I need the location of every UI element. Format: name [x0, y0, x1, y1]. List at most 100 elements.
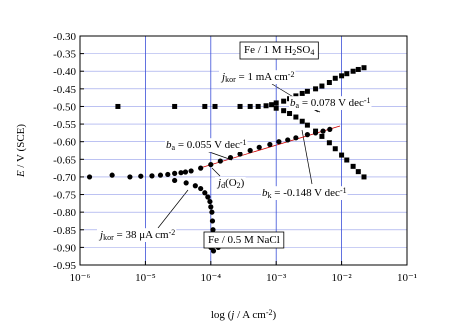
data-point — [361, 174, 367, 180]
text-part: -2 — [266, 308, 273, 317]
x-tick-label: 10⁻⁶ — [70, 272, 91, 284]
data-point — [212, 103, 218, 109]
text-part: = 38 μA cm — [114, 229, 169, 241]
data-point — [269, 102, 275, 108]
data-point — [109, 172, 115, 178]
data-point — [247, 147, 253, 154]
data-point — [299, 90, 305, 96]
text-part: -1 — [364, 96, 371, 105]
text-part: SO — [296, 44, 310, 56]
annotation: Fe / 0.5 M NaCl — [208, 234, 280, 246]
text-part: E — [15, 170, 27, 178]
data-point — [202, 103, 208, 109]
data-point — [267, 141, 273, 148]
data-point — [198, 185, 204, 192]
y-tick-label: -0.75 — [53, 190, 76, 202]
data-point — [209, 209, 215, 215]
data-point — [247, 103, 253, 109]
y-tick-label: -0.35 — [53, 49, 76, 61]
annotation: bk = -0.148 V dec-1 — [262, 186, 347, 200]
data-point — [115, 103, 121, 109]
x-tick-label: 10⁻² — [332, 272, 353, 284]
data-point — [227, 154, 234, 161]
data-point — [205, 194, 211, 200]
data-point — [217, 158, 223, 164]
data-point — [182, 169, 189, 175]
annotation: jkor = 1 mA cm-2 — [220, 70, 294, 84]
data-point — [149, 173, 155, 179]
data-point — [172, 177, 178, 184]
data-point — [178, 170, 184, 176]
data-point — [273, 105, 279, 111]
data-point — [332, 75, 338, 81]
data-point — [86, 174, 93, 180]
y-tick-label: -0.55 — [53, 119, 76, 131]
y-tick-label: -0.80 — [53, 207, 76, 219]
text-part: j — [98, 229, 103, 241]
y-tick-label: -0.95 — [53, 260, 76, 272]
text-part: k — [268, 191, 272, 200]
x-tick-label: 10⁻³ — [266, 272, 287, 284]
text-part: 4 — [310, 48, 314, 57]
text-part: = 0.055 V dec — [175, 139, 240, 151]
y-tick-label: -0.60 — [53, 137, 76, 149]
data-point — [285, 137, 291, 143]
text-part: b — [166, 139, 172, 151]
data-point — [355, 66, 361, 72]
text-part: b — [290, 97, 296, 109]
text-part: = -0.148 V dec — [272, 187, 341, 199]
text-part: -1 — [340, 186, 347, 195]
text-part: j — [216, 177, 221, 189]
data-point — [287, 111, 293, 117]
data-point — [281, 98, 287, 104]
data-point — [188, 168, 194, 174]
data-point — [127, 174, 133, 180]
annotation-bg — [261, 186, 348, 200]
annotation: ba = 0.055 V dec-1 — [166, 138, 247, 152]
data-point — [312, 130, 319, 136]
annotation-box — [203, 231, 285, 249]
text-part: ) — [241, 177, 245, 189]
data-point — [210, 227, 216, 233]
text-part: j — [229, 309, 234, 321]
data-point — [344, 157, 350, 163]
leader-line — [301, 129, 313, 185]
y-tick-label: -0.90 — [53, 242, 76, 254]
data-point — [208, 204, 214, 210]
data-point — [293, 114, 299, 120]
y-tick-label: -0.30 — [53, 31, 76, 43]
data-point — [355, 169, 361, 175]
annotation-box — [239, 41, 319, 60]
data-point — [299, 118, 305, 124]
data-point — [293, 93, 299, 99]
data-point — [138, 173, 144, 179]
text-part: -2 — [288, 70, 295, 79]
annotation: jd(O2) — [216, 177, 245, 190]
data-point — [183, 180, 189, 186]
data-point — [263, 103, 269, 109]
data-point — [293, 135, 299, 141]
text-part: kor — [225, 75, 236, 84]
data-point — [255, 103, 261, 109]
data-point — [361, 65, 367, 71]
data-point — [350, 163, 356, 169]
y-tick-label: -0.50 — [53, 101, 76, 113]
y-tick-label: -0.45 — [53, 84, 76, 96]
y-tick-label: -0.65 — [53, 154, 76, 166]
y-axis-title: E / V (SCE) — [15, 124, 27, 178]
data-point — [326, 80, 332, 86]
data-point — [207, 198, 213, 205]
text-part: b — [262, 187, 268, 199]
x-axis-title: log (j / A cm-2) — [211, 308, 277, 321]
data-point — [304, 88, 310, 94]
data-point — [172, 170, 178, 176]
data-point — [237, 103, 243, 109]
data-point — [209, 218, 216, 224]
plot-frame — [79, 35, 408, 266]
data-point — [350, 68, 356, 74]
leader-line — [211, 167, 221, 177]
data-point — [319, 133, 325, 139]
data-point — [319, 83, 325, 89]
data-point — [304, 122, 310, 128]
x-tick-label: 10⁻⁴ — [200, 272, 221, 284]
